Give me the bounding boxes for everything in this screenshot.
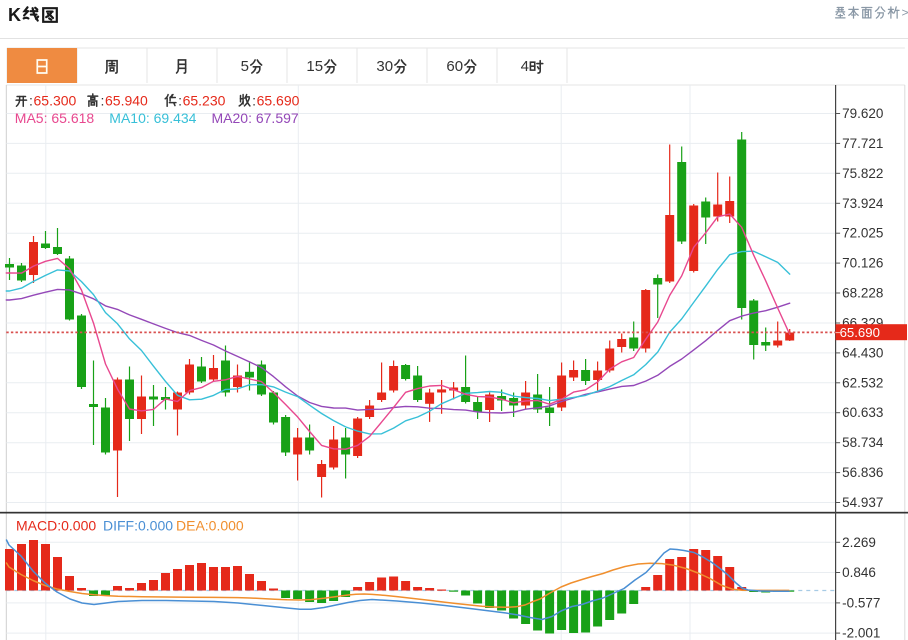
svg-text:15: 15 (306, 58, 323, 75)
svg-text:77.721: 77.721 (842, 136, 883, 151)
svg-text:65.690: 65.690 (257, 92, 300, 108)
svg-text:79.620: 79.620 (842, 106, 883, 121)
svg-text:4: 4 (521, 58, 529, 75)
svg-text:65.690: 65.690 (840, 325, 880, 340)
svg-text:MA20: 67.597: MA20: 67.597 (212, 110, 299, 126)
svg-text:MA10: 69.434: MA10: 69.434 (109, 110, 196, 126)
svg-text:75.822: 75.822 (842, 166, 883, 181)
svg-text:58.734: 58.734 (842, 435, 884, 450)
svg-text:65.940: 65.940 (105, 92, 148, 108)
svg-text:60.633: 60.633 (842, 405, 883, 420)
svg-text:70.126: 70.126 (842, 256, 883, 271)
svg-text:MACD:0.000: MACD:0.000 (16, 518, 96, 534)
svg-text:56.836: 56.836 (842, 465, 883, 480)
svg-text:-0.577: -0.577 (842, 595, 880, 610)
svg-text:73.924: 73.924 (842, 196, 884, 211)
svg-text:64.430: 64.430 (842, 345, 883, 360)
svg-text:0.846: 0.846 (842, 565, 876, 580)
svg-text::: : (178, 92, 182, 108)
svg-text:60: 60 (446, 58, 463, 75)
svg-text::: : (101, 92, 105, 108)
svg-text:5: 5 (241, 58, 249, 75)
svg-text:65.230: 65.230 (183, 92, 226, 108)
svg-text:MA5: 65.618: MA5: 65.618 (15, 110, 95, 126)
svg-text:K: K (8, 5, 21, 25)
svg-text::: : (29, 92, 33, 108)
svg-text:>: > (902, 6, 908, 20)
svg-text:72.025: 72.025 (842, 226, 883, 241)
svg-text:68.228: 68.228 (842, 286, 883, 301)
svg-text:DEA:0.000: DEA:0.000 (176, 518, 244, 534)
svg-text:62.532: 62.532 (842, 375, 883, 390)
svg-text:54.937: 54.937 (842, 495, 883, 510)
svg-text::: : (252, 92, 256, 108)
svg-text:-2.001: -2.001 (842, 626, 880, 640)
svg-text:DIFF:0.000: DIFF:0.000 (103, 518, 173, 534)
svg-text:30: 30 (376, 58, 393, 75)
svg-text:2.269: 2.269 (842, 535, 876, 550)
svg-text:65.300: 65.300 (34, 92, 77, 108)
